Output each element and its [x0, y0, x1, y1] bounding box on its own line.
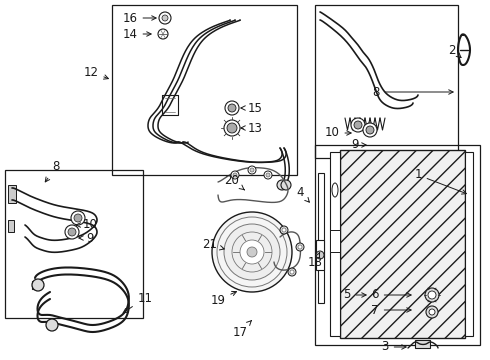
Circle shape [280, 226, 288, 234]
Text: 10: 10 [324, 126, 351, 139]
Circle shape [281, 180, 291, 190]
Circle shape [224, 120, 240, 136]
Circle shape [425, 288, 439, 302]
Bar [8, 185, 16, 203]
Circle shape [247, 247, 257, 257]
Text: 17: 17 [232, 320, 251, 338]
Text: 19: 19 [211, 291, 237, 306]
Circle shape [74, 214, 82, 222]
Circle shape [296, 243, 304, 251]
Bar [315, 145, 480, 345]
Text: 21: 21 [202, 238, 224, 252]
Text: 4: 4 [296, 185, 309, 202]
Circle shape [282, 228, 286, 232]
Circle shape [316, 251, 324, 259]
Circle shape [71, 211, 85, 225]
Circle shape [162, 15, 168, 21]
Text: 18: 18 [308, 253, 322, 269]
Bar [5, 170, 143, 318]
Text: 15: 15 [241, 102, 263, 114]
Circle shape [68, 228, 76, 236]
Bar [318, 173, 324, 303]
Bar [465, 152, 473, 336]
Bar [330, 230, 340, 252]
Circle shape [290, 270, 294, 274]
Circle shape [351, 118, 365, 132]
Text: 7: 7 [371, 303, 411, 316]
Text: 8: 8 [372, 85, 453, 99]
Circle shape [231, 171, 239, 179]
Circle shape [363, 123, 377, 137]
Circle shape [266, 173, 270, 177]
Circle shape [240, 240, 264, 264]
Text: 9: 9 [79, 231, 94, 244]
Circle shape [366, 126, 374, 134]
Bar [32, 281, 39, 289]
Circle shape [354, 121, 362, 129]
Bar [112, 5, 297, 175]
Circle shape [429, 309, 435, 315]
Text: 3: 3 [381, 341, 406, 354]
Circle shape [228, 104, 236, 112]
Text: 2: 2 [448, 44, 461, 58]
Circle shape [428, 291, 436, 299]
Circle shape [233, 173, 237, 177]
Bar [330, 152, 340, 336]
Text: 5: 5 [343, 288, 366, 302]
Circle shape [32, 279, 44, 291]
Circle shape [298, 245, 302, 249]
Circle shape [225, 101, 239, 115]
Circle shape [65, 225, 79, 239]
Text: 1: 1 [414, 168, 466, 194]
Text: 20: 20 [224, 174, 245, 190]
Circle shape [224, 224, 280, 280]
Circle shape [158, 29, 168, 39]
Circle shape [264, 171, 272, 179]
Circle shape [248, 166, 256, 174]
Text: 11: 11 [123, 292, 152, 313]
Text: 10: 10 [76, 219, 98, 231]
Circle shape [212, 212, 292, 292]
Text: 14: 14 [122, 27, 151, 40]
Bar [8, 220, 14, 232]
Bar [316, 240, 324, 270]
Bar [415, 340, 430, 348]
Circle shape [426, 306, 438, 318]
Ellipse shape [332, 183, 338, 197]
Bar [315, 5, 458, 158]
Text: 12: 12 [83, 66, 108, 79]
Text: 6: 6 [371, 288, 411, 302]
Circle shape [159, 12, 171, 24]
Text: 9: 9 [351, 139, 366, 152]
Circle shape [277, 180, 287, 190]
Circle shape [46, 319, 58, 331]
Circle shape [250, 168, 254, 172]
Text: 16: 16 [122, 12, 156, 24]
Text: 8: 8 [45, 161, 60, 182]
Circle shape [288, 268, 296, 276]
Circle shape [227, 123, 237, 133]
Bar [340, 150, 465, 338]
Text: 13: 13 [241, 122, 263, 135]
